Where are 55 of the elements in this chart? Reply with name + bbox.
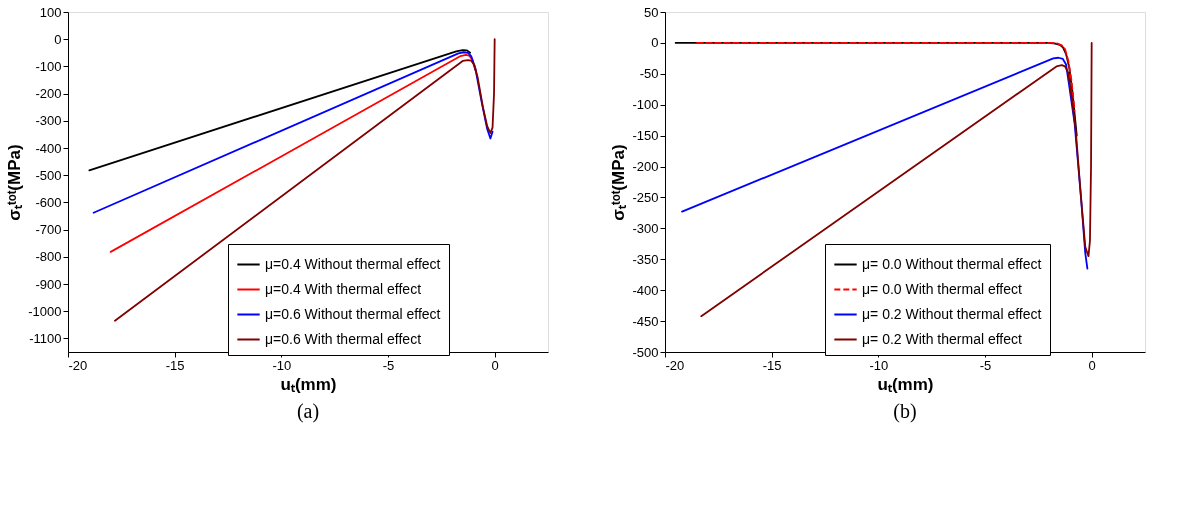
line-series — [109, 54, 477, 253]
x-tick-label: -5 — [979, 357, 992, 373]
x-axis-title: uₜ(mm) — [877, 374, 934, 394]
y-tick-label: -500 — [35, 167, 62, 183]
x-tick-label: -20 — [665, 357, 685, 373]
y-tick-label: -400 — [632, 282, 659, 298]
line-series — [681, 56, 1089, 270]
y-tick-label: -800 — [35, 249, 62, 265]
y-tick-label: -350 — [632, 251, 659, 267]
y-tick-label: -900 — [35, 276, 62, 292]
y-tick-label: 0 — [651, 35, 659, 51]
text: (a) — [296, 400, 320, 423]
text: (b) — [893, 400, 917, 423]
x-tick-label: -5 — [382, 357, 395, 373]
y-tick-label: -300 — [35, 113, 62, 129]
y-tick-label: -600 — [35, 194, 62, 210]
y-tick-label: -1000 — [28, 303, 62, 319]
line-series — [114, 38, 496, 322]
y-tick-label: 100 — [39, 4, 62, 20]
legend-label: μ= 0.2 Without thermal effect — [862, 305, 1042, 322]
y-tick-label: -450 — [632, 313, 659, 329]
legend-label: μ=0.4 With thermal effect — [265, 280, 422, 297]
x-tick-label: -10 — [869, 357, 889, 373]
legend-label: μ= 0.0 Without thermal effect — [862, 255, 1042, 272]
line-series — [92, 51, 494, 214]
y-tick-label: -100 — [35, 58, 62, 74]
x-tick-label: 0 — [1088, 357, 1096, 373]
y-tick-label: -100 — [632, 97, 659, 113]
y-axis-title: σₜᵗᵒᵗ(MPa) — [5, 144, 25, 221]
legend-label: μ= 0.0 With thermal effect — [862, 280, 1023, 297]
x-tick-label: -15 — [165, 357, 185, 373]
y-tick-label: -250 — [632, 189, 659, 205]
line-series — [88, 49, 472, 172]
y-tick-label: -50 — [639, 66, 659, 82]
y-tick-label: -700 — [35, 222, 62, 238]
y-tick-label: -200 — [632, 159, 659, 175]
legend-label: μ= 0.2 With thermal effect — [862, 330, 1023, 347]
y-tick-label: -200 — [35, 86, 62, 102]
y-tick-label: -300 — [632, 220, 659, 236]
line-series — [696, 42, 1076, 112]
y-tick-label: -1100 — [29, 330, 62, 346]
legend-label: μ=0.6 With thermal effect — [265, 330, 422, 347]
y-tick-label: -500 — [632, 344, 659, 360]
legend-label: μ=0.4 Without thermal effect — [265, 255, 441, 272]
x-tick-label: -20 — [68, 357, 88, 373]
legend-label: μ=0.6 Without thermal effect — [265, 305, 441, 322]
x-tick-label: -15 — [762, 357, 782, 373]
y-tick-label: -150 — [632, 128, 659, 144]
y-tick-label: 50 — [644, 4, 659, 20]
y-axis-title: σₜᵗᵒᵗ(MPa) — [609, 144, 629, 221]
y-tick-label: 0 — [54, 31, 62, 47]
x-tick-label: 0 — [491, 357, 499, 373]
x-axis-title: uₜ(mm) — [280, 374, 337, 394]
x-tick-label: -10 — [272, 357, 292, 373]
y-tick-label: -400 — [35, 140, 62, 156]
